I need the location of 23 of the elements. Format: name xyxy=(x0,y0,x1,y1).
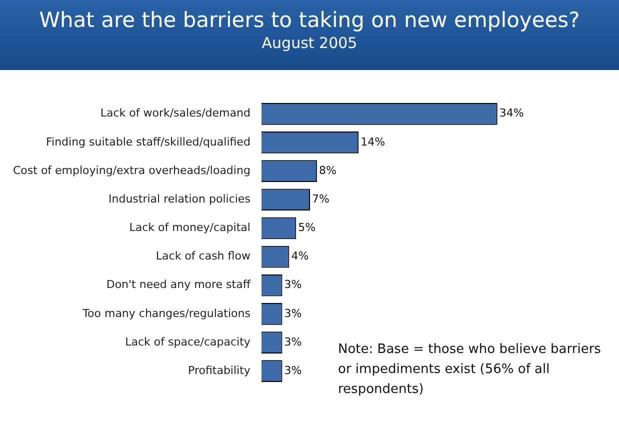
y-tick-label: Profitability xyxy=(188,364,251,377)
y-tick-label: Lack of space/capacity xyxy=(125,335,251,348)
data-label: 14% xyxy=(360,135,386,148)
data-label: 3% xyxy=(284,278,302,292)
y-tick-label: Lack of work/sales/demand xyxy=(100,106,250,120)
y-tick-label: Finding suitable staff/skilled/qualified xyxy=(46,135,250,148)
y-tick-label: Lack of money/capital xyxy=(129,221,250,234)
data-label: 8% xyxy=(318,164,336,177)
chart-title: What are the barriers to taking on new employees? xyxy=(38,7,581,32)
data-label: 5% xyxy=(298,221,316,234)
data-label: 34% xyxy=(499,106,524,120)
y-tick-label: Industrial relation policies xyxy=(108,192,251,206)
y-tick-label: Too many changes/regulations xyxy=(82,306,251,320)
data-label: 3% xyxy=(284,364,302,377)
data-label: 7% xyxy=(312,192,330,206)
data-label: 4% xyxy=(291,250,309,263)
y-tick-label: Cost of employing/extra overheads/loading xyxy=(12,164,250,177)
annotation: Note: Base = those who believe barriers or impediments exist (56% of all respondents) xyxy=(338,341,602,399)
data-label: 3% xyxy=(284,335,302,348)
data-label: 3% xyxy=(284,306,302,320)
y-tick-label: Lack of cash flow xyxy=(156,250,250,263)
y-tick-label: Don't need any more staff xyxy=(106,278,251,292)
chart-subtitle: August 2005 xyxy=(260,34,358,52)
